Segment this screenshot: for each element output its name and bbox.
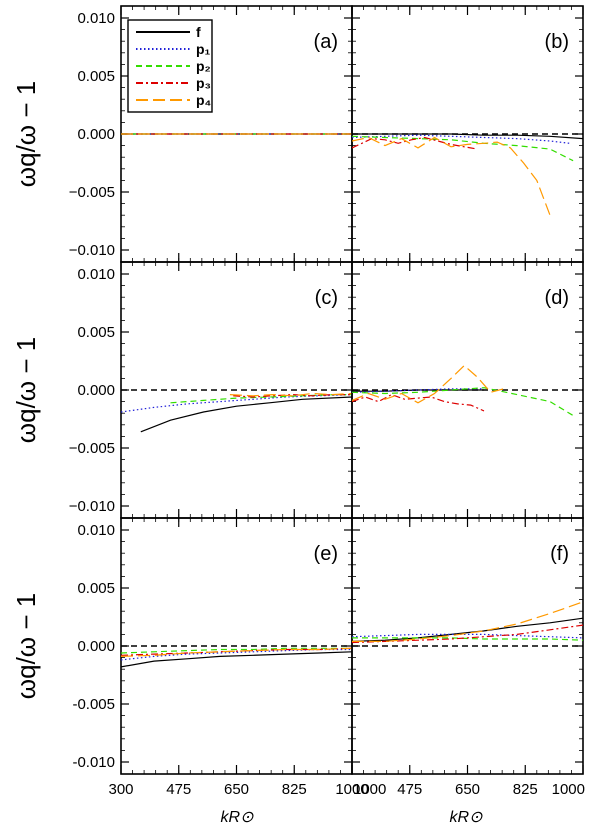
series-line-dotted (352, 134, 570, 144)
y-axis-label: ωq/ω − 1 (11, 81, 41, 187)
panel-a: 0.010 0.005 0.000 −0.005 −0.010 ωq/ω − 1 (a) (11, 5, 353, 263)
panel-c: 0.010 0.005 0.000 −0.005 −0.010 ωq/ω − 1 (c) (11, 261, 353, 519)
series-line-longdash (352, 364, 504, 404)
series-line-solid (140, 396, 352, 433)
series-line-dashdot (352, 136, 478, 150)
legend-label: p₄ (196, 92, 211, 108)
y-tick-label: −0.010 (69, 242, 115, 259)
y-tick-label: −0.005 (69, 440, 115, 457)
series-line-dashed (121, 647, 352, 654)
series-group (121, 392, 352, 433)
series-line-longdash (121, 647, 352, 657)
x-tick-label: 1000 (335, 781, 368, 798)
series-line-longdash (352, 136, 551, 216)
legend-label: p₃ (196, 75, 211, 91)
x-tick-label: 475 (166, 781, 191, 798)
y-tick-label: 0.000 (77, 638, 115, 655)
series-line-dashdot (233, 393, 352, 398)
legend-label: p₁ (196, 41, 211, 57)
x-tick-label: 1000 (353, 781, 386, 798)
x-tick-label: 1000 (552, 781, 585, 798)
panel-label: (f) (550, 543, 569, 565)
panel-label: (e) (314, 543, 338, 565)
series-group (352, 133, 583, 216)
y-tick-label: 0.005 (77, 324, 115, 341)
series-group (121, 647, 352, 668)
panel-label: (c) (315, 287, 338, 309)
panel-label: (b) (545, 31, 569, 53)
panel-label: (d) (545, 287, 569, 309)
series-line-dashed (352, 135, 574, 162)
x-axis-label-left: kR⊙ (221, 809, 255, 826)
y-axis-label: ωq/ω − 1 (11, 337, 41, 443)
x-tick-label: 825 (282, 781, 307, 798)
series-line-dashdot (121, 647, 352, 656)
series-line-solid (352, 389, 484, 392)
y-tick-label: 0.000 (77, 382, 115, 399)
series-line-dashdot (352, 624, 583, 644)
y-tick-label: −0.005 (69, 184, 115, 201)
series-line-longdash (229, 392, 352, 397)
legend-label: p₂ (196, 58, 211, 74)
series-line-dashed (352, 387, 574, 417)
series-line-dotted (121, 394, 352, 413)
panel-f: 1000 475 650 825 1000 (f) (351, 517, 585, 798)
series-line-dotted (352, 633, 583, 639)
y-tick-label: 0.005 (77, 68, 115, 85)
y-tick-label: -0.010 (72, 754, 115, 771)
series-line-solid (352, 617, 583, 642)
series-group (352, 601, 583, 644)
x-tick-label: 650 (224, 781, 249, 798)
panels-layer: 0.010 0.005 0.000 −0.005 −0.010 ωq/ω − 1 (a) (b… (11, 5, 585, 798)
y-tick-label: 0.005 (77, 580, 115, 597)
y-tick-label: 0.010 (77, 266, 115, 283)
x-axis-label-right: kR⊙ (450, 809, 484, 826)
y-tick-label: −0.010 (69, 498, 115, 515)
x-tick-label: 650 (455, 781, 480, 798)
y-axis-label: ωq/ω − 1 (11, 593, 41, 699)
panel-b: (b) (351, 5, 584, 263)
panel-label: (a) (314, 31, 338, 53)
series-group (352, 364, 574, 417)
x-tick-label: 475 (397, 781, 422, 798)
x-tick-label: 825 (513, 781, 538, 798)
y-tick-label: -0.005 (72, 696, 115, 713)
series-line-solid (121, 651, 352, 668)
series-line-solid (352, 133, 583, 140)
legend-label: f (196, 24, 201, 40)
series-line-dashdot (352, 393, 485, 412)
panel-e: 0.010 0.005 0.000 -0.005 -0.010 ωq/ω − 1 300 47… (11, 517, 369, 798)
labels-layer: kR⊙ kR⊙ (221, 809, 484, 826)
y-tick-label: 0.010 (77, 522, 115, 539)
x-tick-label: 300 (108, 781, 133, 798)
y-tick-label: 0.000 (77, 126, 115, 143)
y-tick-label: 0.010 (77, 10, 115, 27)
panel-d: (d) (351, 261, 584, 519)
series-line-longdash (352, 601, 583, 642)
